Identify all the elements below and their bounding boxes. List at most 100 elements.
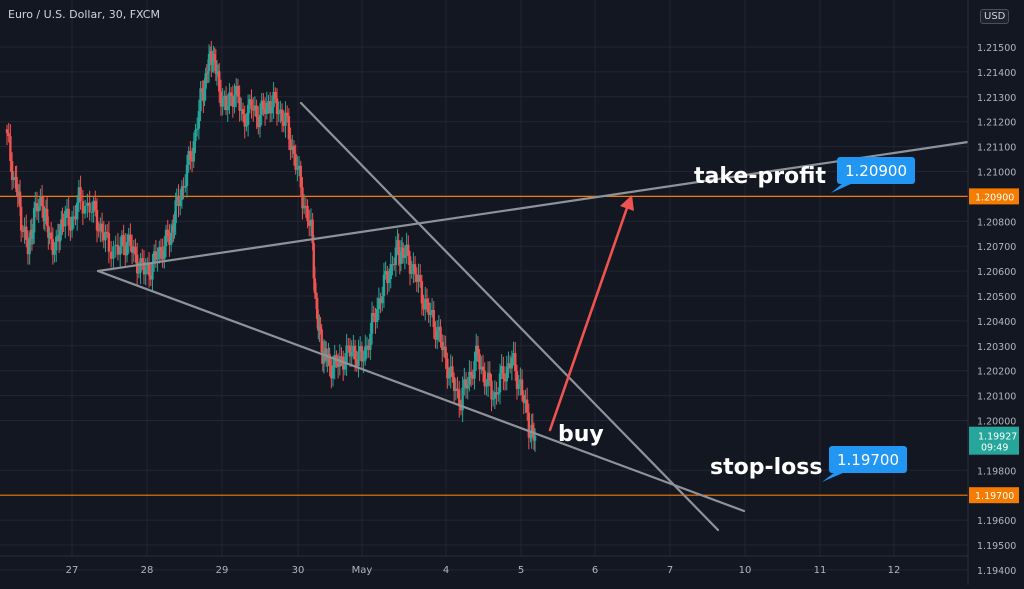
candle-body (417, 275, 420, 282)
candle-body (253, 105, 257, 111)
candle-body (275, 98, 279, 114)
upper-trendline (96, 140, 970, 273)
candle-body (144, 267, 147, 275)
candle-body (122, 235, 125, 245)
candle-body (129, 234, 132, 246)
candle-body (265, 102, 268, 114)
candle-body (19, 206, 23, 231)
candle-body (478, 354, 481, 370)
price-tick-label: 1.21300 (977, 93, 1016, 104)
candle-body (204, 73, 207, 89)
price-tick-label: 1.20500 (977, 292, 1016, 303)
currency-badge[interactable]: USD (980, 9, 1010, 24)
candle-body (364, 346, 367, 361)
time-tick-label: 27 (66, 565, 79, 576)
candle-body (53, 250, 56, 255)
candle-body (39, 196, 42, 206)
candle-body (471, 375, 475, 379)
candle-body (92, 200, 95, 212)
candle-body (394, 247, 398, 265)
candle-body (5, 129, 9, 134)
candle-body (184, 185, 187, 188)
candle-body (142, 262, 146, 275)
candle-body (15, 177, 18, 193)
candle-body (343, 363, 347, 370)
candle-body (340, 356, 343, 358)
candle-body (369, 333, 372, 350)
candle-body (159, 247, 163, 251)
candle-body (485, 385, 488, 387)
candle-body (72, 216, 75, 218)
candle-body (268, 100, 272, 114)
candle-body (119, 246, 122, 255)
candle-body (425, 298, 429, 303)
candle-body (512, 353, 515, 358)
candle-body (403, 254, 407, 258)
drawings-layer[interactable]: buy take-profit stop-loss 1.20900 1.19700 (96, 101, 970, 532)
candle-body (517, 383, 520, 389)
candle-body (301, 187, 304, 209)
candle-body (64, 210, 67, 227)
candle-body (199, 88, 202, 112)
buy-arrow-head (620, 195, 634, 211)
candle-body (25, 226, 28, 241)
candle-body (60, 219, 63, 231)
candle-body (490, 380, 493, 400)
candle-body (326, 359, 329, 361)
candle-body (59, 230, 62, 242)
candle-body (7, 133, 10, 137)
candle-body (51, 239, 55, 255)
price-tick-label: 1.20700 (977, 242, 1016, 253)
candle-body (294, 153, 297, 170)
candle-body (105, 231, 109, 234)
price-tick-label: 1.19500 (977, 541, 1016, 552)
candle-body (469, 371, 473, 376)
candle-body (282, 121, 285, 126)
candle-body (412, 264, 415, 272)
candle-body (233, 95, 236, 107)
candle-body (519, 379, 522, 384)
time-axis[interactable]: 27 28 29 30 May 4 5 6 7 10 11 12 (0, 555, 968, 576)
candle-body (452, 377, 456, 392)
time-tick-label: 11 (814, 565, 827, 576)
candle-body (152, 251, 156, 262)
candle-body (520, 379, 524, 395)
candle-body (527, 412, 531, 438)
candle-body (229, 92, 233, 97)
candle-body (109, 251, 113, 259)
candle-body (466, 384, 469, 389)
candle-body (238, 96, 241, 111)
candle-body (382, 274, 386, 297)
candle-body (214, 60, 218, 74)
candle-body (154, 251, 158, 260)
price-axis[interactable]: 1.21500 1.21400 1.21300 1.21200 1.21100 1.210… (967, 0, 1024, 585)
stop-loss-axis-badge (969, 487, 1019, 504)
candle-body (493, 392, 497, 399)
candle-body (127, 234, 130, 242)
candle-body (498, 373, 502, 393)
candle-body (173, 223, 176, 232)
candle-body (296, 167, 299, 170)
price-tick-label: 1.21400 (977, 68, 1016, 79)
candle-body (79, 187, 82, 202)
candle-body (240, 109, 243, 111)
candle-body (481, 366, 485, 371)
candle-body (62, 223, 65, 227)
candle-body (178, 200, 182, 207)
candle-body (218, 71, 221, 92)
candle-body (243, 114, 246, 127)
candle-body (387, 278, 391, 284)
candle-body (246, 104, 250, 125)
candle-body (197, 111, 201, 129)
candle-body (250, 99, 253, 110)
candle-body (418, 275, 422, 282)
candle-body (166, 229, 169, 237)
candle-body (241, 109, 245, 115)
take-profit-axis-label: 1.20900 (975, 192, 1014, 203)
candle-body (529, 437, 532, 439)
candle-body (236, 85, 240, 97)
candle-body (94, 200, 97, 210)
stop-loss-callout-box (829, 446, 907, 473)
